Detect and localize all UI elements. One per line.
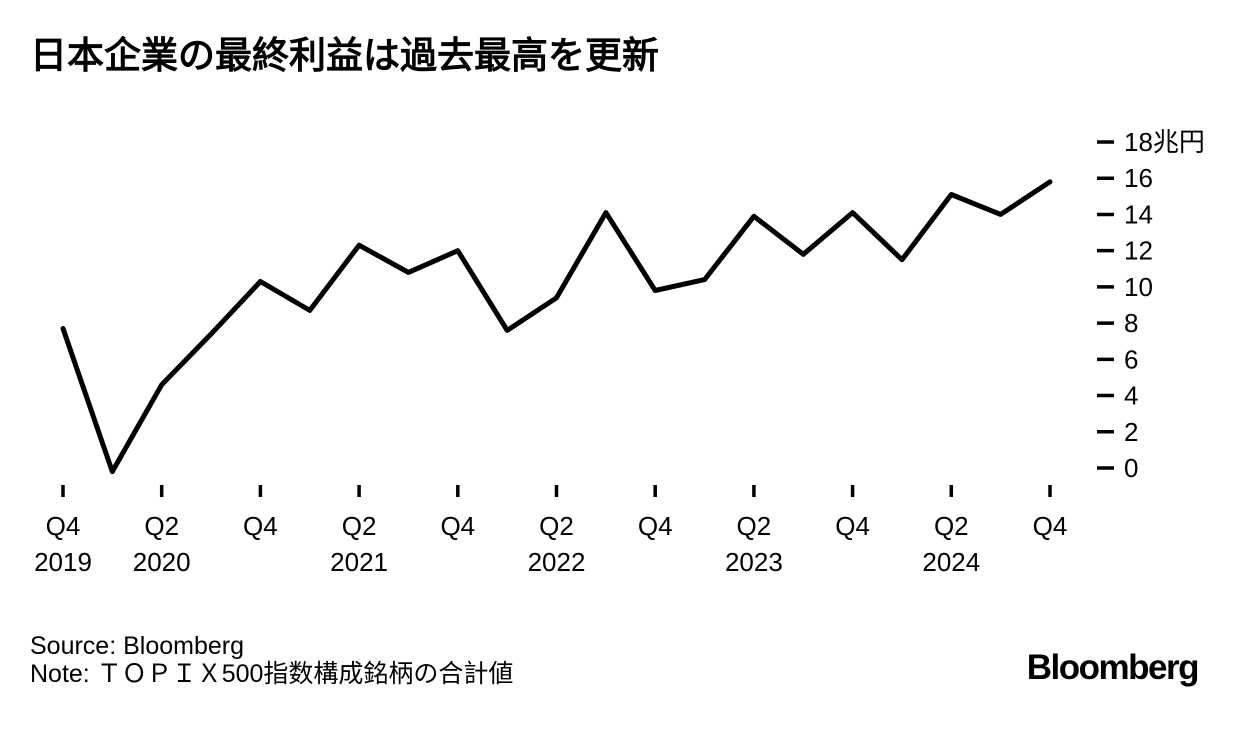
bloomberg-logo: Bloomberg <box>1026 648 1200 687</box>
x-tick-label: Q4 <box>1033 511 1068 541</box>
profit-line <box>60 179 1053 475</box>
y-tick-label: 0 <box>1124 453 1138 483</box>
x-year-label: 2019 <box>34 547 92 577</box>
chart-title: 日本企業の最終利益は過去最高を更新 <box>30 35 659 76</box>
y-tick-label: 18兆円 <box>1124 127 1205 157</box>
y-tick-label: 4 <box>1124 381 1138 411</box>
source-note: Source: Bloomberg <box>30 632 245 660</box>
x-tick-label: Q4 <box>46 511 81 541</box>
y-tick-label: 6 <box>1124 344 1138 374</box>
y-tick-label: 8 <box>1124 308 1138 338</box>
x-year-label: 2020 <box>133 547 191 577</box>
x-tick-label: Q4 <box>243 511 278 541</box>
x-tick-label: Q4 <box>638 511 673 541</box>
topix-note: Note: ＴＯＰＩＸ500指数構成銘柄の合計値 <box>30 660 514 688</box>
y-tick-label: 16 <box>1124 163 1153 193</box>
x-tick-label: Q2 <box>342 511 377 541</box>
y-tick-label: 2 <box>1124 417 1138 447</box>
x-year-label: 2024 <box>922 547 980 577</box>
x-tick-label: Q2 <box>934 511 969 541</box>
y-tick-label: 12 <box>1124 236 1153 266</box>
x-tick-label: Q2 <box>737 511 772 541</box>
x-year-label: 2021 <box>330 547 388 577</box>
x-tick-label: Q4 <box>835 511 870 541</box>
x-year-label: 2022 <box>528 547 586 577</box>
x-year-label: 2023 <box>725 547 783 577</box>
x-tick-label: Q2 <box>539 511 574 541</box>
chart-footnotes: Source: Bloomberg Note: ＴＯＰＩＸ500指数構成銘柄の合… <box>30 632 513 688</box>
x-tick-label: Q2 <box>144 511 179 541</box>
y-tick-label: 14 <box>1124 199 1153 229</box>
y-tick-label: 10 <box>1124 272 1153 302</box>
x-tick-label: Q4 <box>440 511 475 541</box>
